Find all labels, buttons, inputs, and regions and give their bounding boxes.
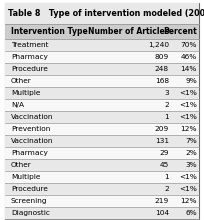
Text: 3: 3 bbox=[164, 90, 169, 96]
Text: Multiple: Multiple bbox=[11, 90, 40, 96]
Bar bbox=[5, 207, 199, 219]
Bar bbox=[5, 111, 199, 123]
Bar bbox=[5, 75, 199, 87]
Text: 248: 248 bbox=[155, 66, 169, 72]
Text: 1,240: 1,240 bbox=[148, 42, 169, 48]
Text: 1: 1 bbox=[164, 114, 169, 120]
Bar bbox=[5, 195, 199, 207]
Bar bbox=[5, 87, 199, 99]
Text: 12%: 12% bbox=[181, 126, 197, 132]
Text: 2: 2 bbox=[164, 102, 169, 108]
Text: 14%: 14% bbox=[181, 66, 197, 72]
Bar bbox=[5, 39, 199, 51]
Text: 2%: 2% bbox=[185, 150, 197, 156]
Text: Table 8   Type of intervention modeled (2005–2009): Table 8 Type of intervention modeled (20… bbox=[8, 9, 204, 18]
Text: Pharmacy: Pharmacy bbox=[11, 54, 48, 60]
Text: Treatment: Treatment bbox=[11, 42, 48, 48]
Text: 45: 45 bbox=[160, 162, 169, 168]
Text: 809: 809 bbox=[155, 54, 169, 60]
Text: 70%: 70% bbox=[181, 42, 197, 48]
Text: Vaccination: Vaccination bbox=[11, 138, 53, 144]
Text: 6%: 6% bbox=[185, 210, 197, 216]
Text: Pharmacy: Pharmacy bbox=[11, 150, 48, 156]
Text: Diagnostic: Diagnostic bbox=[11, 210, 50, 216]
Text: Number of Articles: Number of Articles bbox=[88, 27, 169, 36]
Bar bbox=[5, 51, 199, 63]
Text: 7%: 7% bbox=[185, 138, 197, 144]
Bar bbox=[5, 147, 199, 159]
Text: 168: 168 bbox=[155, 78, 169, 84]
Text: Procedure: Procedure bbox=[11, 186, 48, 192]
Text: Percent: Percent bbox=[163, 27, 197, 36]
Text: 3%: 3% bbox=[185, 162, 197, 168]
Text: 219: 219 bbox=[155, 198, 169, 204]
Bar bbox=[5, 3, 199, 24]
Text: <1%: <1% bbox=[179, 102, 197, 108]
Bar bbox=[5, 63, 199, 75]
Text: <1%: <1% bbox=[179, 186, 197, 192]
Text: <1%: <1% bbox=[179, 114, 197, 120]
Text: Other: Other bbox=[11, 162, 32, 168]
Bar bbox=[5, 24, 199, 39]
Text: N/A: N/A bbox=[11, 102, 24, 108]
Bar bbox=[5, 123, 199, 135]
Bar bbox=[5, 135, 199, 147]
Text: 2: 2 bbox=[164, 186, 169, 192]
Text: Intervention Type: Intervention Type bbox=[11, 27, 88, 36]
Text: 209: 209 bbox=[155, 126, 169, 132]
Text: 12%: 12% bbox=[181, 198, 197, 204]
Text: 9%: 9% bbox=[185, 78, 197, 84]
Text: <1%: <1% bbox=[179, 90, 197, 96]
Text: 29: 29 bbox=[159, 150, 169, 156]
Bar bbox=[5, 99, 199, 111]
Bar bbox=[5, 183, 199, 195]
Text: 131: 131 bbox=[155, 138, 169, 144]
Text: Multiple: Multiple bbox=[11, 174, 40, 180]
Bar bbox=[5, 171, 199, 183]
Text: 46%: 46% bbox=[181, 54, 197, 60]
Text: 104: 104 bbox=[155, 210, 169, 216]
Text: Vaccination: Vaccination bbox=[11, 114, 53, 120]
Text: Prevention: Prevention bbox=[11, 126, 50, 132]
Text: Other: Other bbox=[11, 78, 32, 84]
Text: Screening: Screening bbox=[11, 198, 47, 204]
Text: <1%: <1% bbox=[179, 174, 197, 180]
Text: Procedure: Procedure bbox=[11, 66, 48, 72]
Text: 1: 1 bbox=[164, 174, 169, 180]
Bar bbox=[5, 159, 199, 171]
